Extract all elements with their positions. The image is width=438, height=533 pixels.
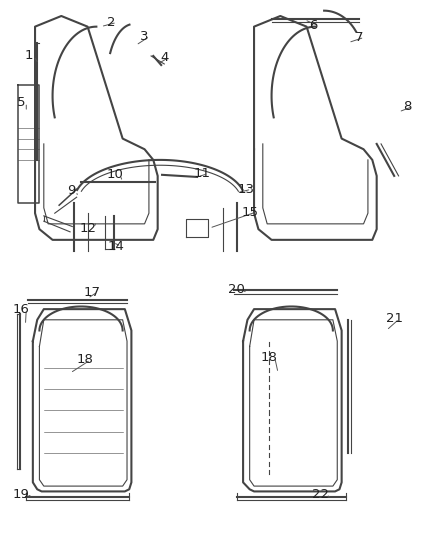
Text: 7: 7 [355,31,364,44]
Text: 18: 18 [77,353,94,366]
Text: 13: 13 [238,183,254,196]
Text: 4: 4 [160,51,169,63]
Text: 10: 10 [106,168,123,181]
Text: 14: 14 [108,240,124,253]
Text: 2: 2 [107,16,116,29]
Text: 18: 18 [261,351,278,364]
Text: 5: 5 [17,96,25,109]
Text: 20: 20 [228,283,245,296]
Text: 1: 1 [24,50,33,62]
Text: 21: 21 [386,312,403,325]
Text: 12: 12 [80,222,97,235]
Text: 3: 3 [140,30,149,43]
Text: 16: 16 [13,303,29,316]
Text: 19: 19 [13,488,29,501]
Text: 6: 6 [309,19,318,32]
Text: 17: 17 [84,286,100,298]
Text: 11: 11 [194,167,211,180]
Text: 15: 15 [242,206,259,219]
Text: 8: 8 [403,100,412,113]
Text: 9: 9 [67,184,75,197]
Text: 22: 22 [312,488,329,501]
